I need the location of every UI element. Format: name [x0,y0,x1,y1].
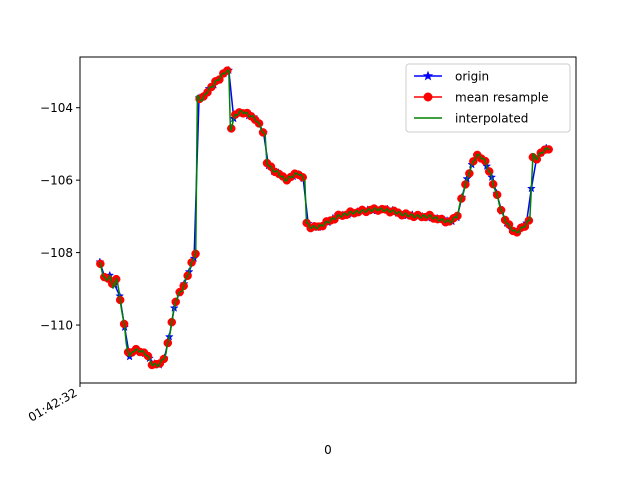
axes-frame [79,56,577,384]
legend-marker [423,92,433,102]
legend: origin mean resample interpolated [405,63,571,133]
y-tick-label: −108 [40,246,73,260]
series-interpolated [99,69,550,368]
legend-label: mean resample [455,91,549,105]
legend-label: origin [455,70,489,84]
legend-entry: origin [414,70,489,84]
series-line [99,69,550,368]
legend-entry: mean resample [414,91,549,105]
legend-label: interpolated [455,112,528,126]
x-axis-label: 0 [324,443,332,457]
legend-entry: interpolated [414,112,528,126]
y-tick-label: −106 [40,174,73,188]
plot-area [95,65,553,370]
y-tick-label: −104 [40,101,73,115]
legend-box [405,63,571,133]
y-tick-label: −110 [40,319,73,333]
legend-marker [422,70,434,81]
